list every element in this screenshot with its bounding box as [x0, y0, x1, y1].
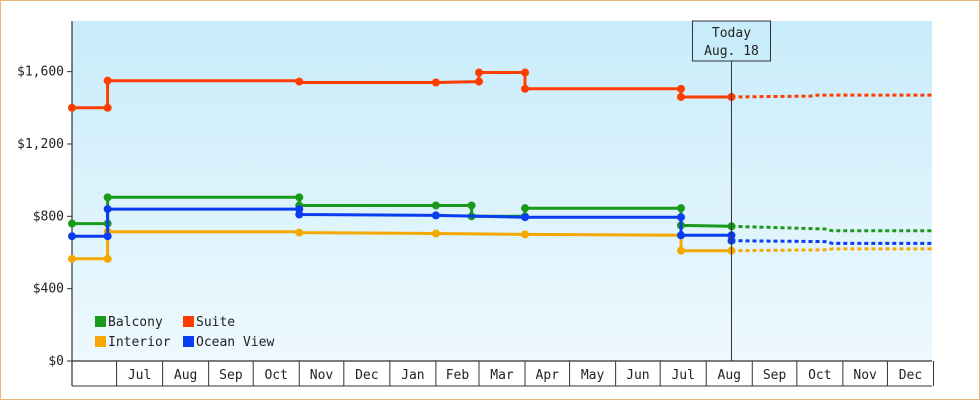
- data-point[interactable]: [295, 210, 304, 219]
- series-layer: [68, 68, 932, 263]
- data-point[interactable]: [431, 201, 440, 210]
- data-point[interactable]: [103, 76, 112, 85]
- data-point[interactable]: [295, 228, 304, 237]
- legend-swatch: [183, 316, 194, 327]
- legend-swatch: [95, 336, 106, 347]
- data-point[interactable]: [676, 204, 685, 213]
- x-tick-label: May: [581, 368, 605, 383]
- legend-label: Interior: [108, 335, 171, 350]
- data-point[interactable]: [676, 231, 685, 240]
- data-point[interactable]: [103, 193, 112, 202]
- y-tick-label: $0: [48, 354, 64, 369]
- data-point[interactable]: [68, 232, 76, 241]
- x-tick-label: Dec: [899, 368, 922, 383]
- x-tick-label: Sep: [219, 368, 243, 383]
- axis-layer: $0 $400 $800 $1,200 $1,600 Jul Aug Sep Oct Nov Dec…: [17, 21, 934, 387]
- data-point[interactable]: [295, 193, 304, 202]
- x-tick-label: Aug: [174, 368, 197, 383]
- legend-label: Ocean View: [196, 335, 274, 350]
- data-point[interactable]: [68, 219, 76, 228]
- data-point[interactable]: [467, 201, 476, 210]
- x-tick-label: Jun: [626, 368, 649, 383]
- data-point[interactable]: [521, 84, 530, 93]
- x-tick-label: Nov: [310, 368, 334, 383]
- legend-item-suite[interactable]: Suite: [183, 315, 235, 330]
- today-layer: Today Aug. 18: [691, 20, 771, 361]
- series-line: [72, 230, 732, 261]
- x-tick-label: Oct: [264, 368, 287, 383]
- today-label-title: Today: [712, 26, 751, 41]
- legend-swatch: [95, 316, 106, 327]
- data-point[interactable]: [431, 229, 440, 238]
- x-tick-label: Mar: [490, 368, 514, 383]
- x-tick-label: Jul: [671, 368, 694, 383]
- legend-item-balcony[interactable]: Balcony: [95, 315, 163, 330]
- legend-label: Suite: [196, 315, 235, 330]
- y-tick-label: $400: [33, 282, 64, 297]
- x-tick-label: Jan: [401, 368, 424, 383]
- x-tick-label: Sep: [763, 368, 787, 383]
- x-tick-label: Aug: [718, 368, 741, 383]
- legend: Balcony Suite Interior Ocean View: [95, 315, 274, 350]
- data-point[interactable]: [431, 211, 440, 220]
- legend-item-interior[interactable]: Interior: [95, 335, 171, 350]
- x-tick-label: Jul: [128, 368, 151, 383]
- data-point[interactable]: [103, 103, 112, 112]
- today-label-date: Aug. 18: [704, 44, 759, 59]
- y-tick-label: $800: [33, 209, 64, 224]
- plot-background: [72, 21, 932, 361]
- series-forecast-line: [731, 247, 932, 253]
- data-point[interactable]: [103, 205, 112, 214]
- series-interior: [68, 227, 932, 263]
- series-suite: [68, 68, 932, 112]
- data-point[interactable]: [431, 78, 440, 87]
- data-point[interactable]: [474, 68, 483, 77]
- data-point[interactable]: [521, 230, 530, 239]
- y-tick-label: $1,200: [17, 137, 64, 152]
- data-point[interactable]: [676, 84, 685, 93]
- x-tick-label: Oct: [808, 368, 831, 383]
- data-point[interactable]: [295, 77, 304, 86]
- data-point[interactable]: [103, 254, 112, 263]
- data-point[interactable]: [68, 103, 76, 112]
- legend-item-ocean-view[interactable]: Ocean View: [183, 335, 274, 350]
- series-forecast-line: [731, 93, 932, 99]
- data-point[interactable]: [68, 254, 76, 263]
- data-point[interactable]: [676, 246, 685, 255]
- data-point[interactable]: [103, 232, 112, 241]
- data-point[interactable]: [676, 213, 685, 222]
- x-tick-label: Dec: [355, 368, 378, 383]
- data-point[interactable]: [521, 213, 530, 222]
- series-forecast-line: [731, 239, 932, 245]
- data-point[interactable]: [521, 68, 530, 77]
- legend-label: Balcony: [108, 315, 163, 330]
- data-point[interactable]: [676, 92, 685, 101]
- legend-swatch: [183, 336, 194, 347]
- data-point[interactable]: [474, 77, 483, 86]
- x-tick-label: Feb: [446, 368, 470, 383]
- data-point[interactable]: [521, 204, 530, 213]
- x-tick-label: Nov: [853, 368, 877, 383]
- today-label-box: [691, 20, 771, 62]
- y-tick-label: $1,600: [17, 65, 64, 80]
- x-tick-label: Apr: [536, 368, 560, 383]
